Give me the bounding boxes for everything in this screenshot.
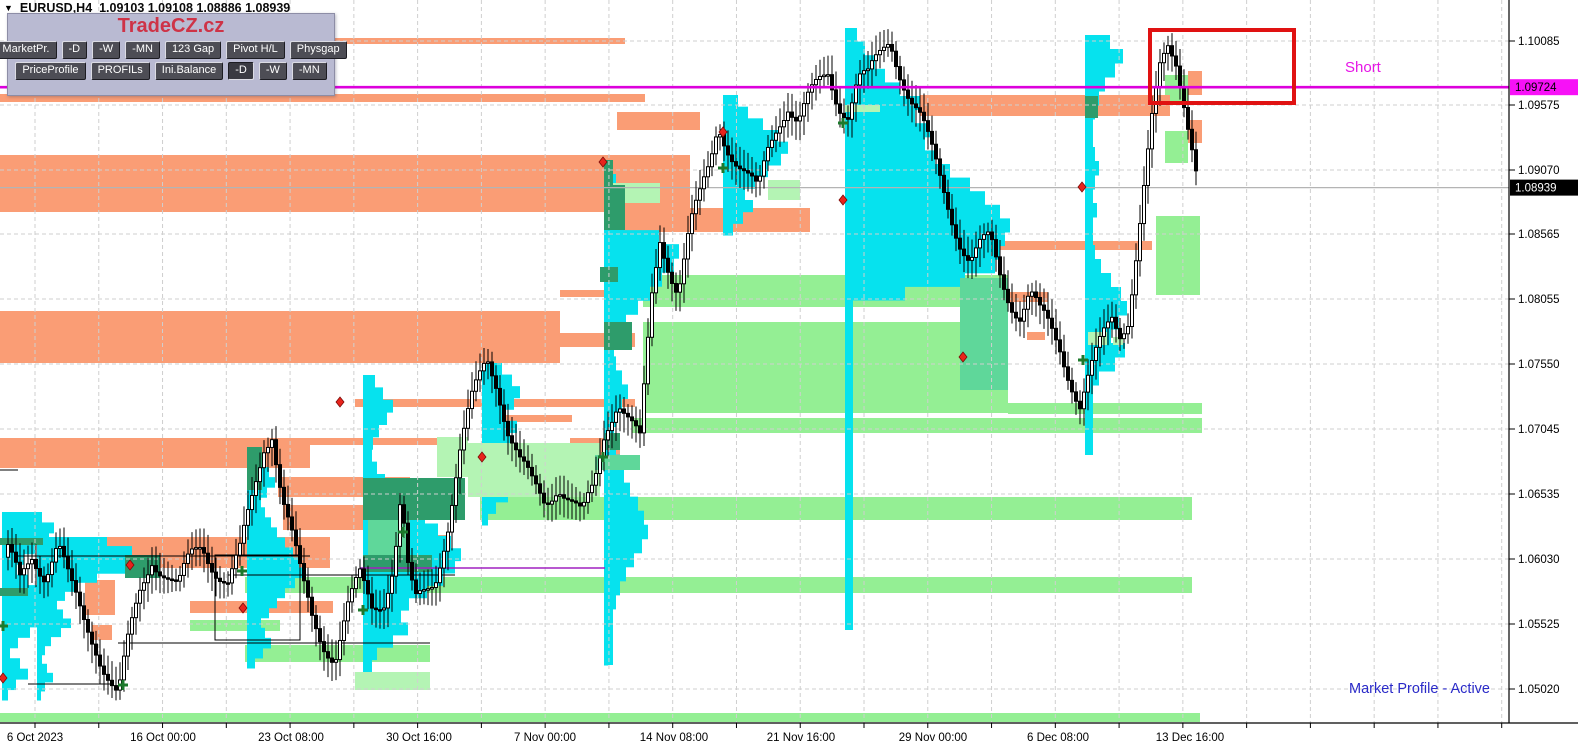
- toolbar-button--w[interactable]: -W: [92, 41, 121, 59]
- price-tick-label: 1.05525: [1518, 619, 1560, 631]
- highlight-rectangle[interactable]: [1148, 28, 1296, 105]
- toolbar-row-2: PriceProfile PROFILs Ini.Balance -D -W -MN: [8, 62, 334, 80]
- time-tick-label: 21 Nov 16:00: [767, 732, 835, 744]
- price-tick-label: 1.05020: [1518, 684, 1560, 696]
- price-tick-label: 1.06030: [1518, 554, 1560, 566]
- price-axis: 1.10085 1.09575 1.09070 1.08565 1.08055 1.075…: [1508, 0, 1578, 723]
- indicator-toolbar-panel: TradeCZ.cz MarketPr. -D -W -MN 123 Gap Pivot …: [0, 13, 347, 96]
- toolbar-button-profils[interactable]: PROFILs: [90, 62, 150, 80]
- level-lines-layer: [0, 469, 605, 685]
- candles-layer: [6, 29, 1198, 701]
- time-axis: 6 Oct 2023 16 Oct 00:00 23 Oct 08:00 30 Oct…: [0, 722, 1578, 744]
- time-tick-label: 30 Oct 16:00: [386, 732, 452, 744]
- chevron-down-icon[interactable]: ▼: [4, 3, 13, 13]
- price-tick-label: 1.07045: [1518, 424, 1560, 436]
- toolbar-button-priceprofile[interactable]: PriceProfile: [15, 62, 86, 80]
- toolbar-button--mn[interactable]: -MN: [125, 41, 160, 59]
- toolbar-button--d[interactable]: -D: [228, 62, 254, 80]
- toolbar-button-physgap[interactable]: Physgap: [289, 41, 347, 59]
- price-tick-label: 1.08055: [1518, 294, 1560, 306]
- time-tick-label: 14 Nov 08:00: [640, 732, 708, 744]
- toolbar-button--mn[interactable]: -MN: [291, 62, 327, 80]
- toolbar-button-marketpr-[interactable]: MarketPr.: [0, 41, 57, 59]
- symbol-ohlc-title: EURUSD,H4 1.09103 1.09108 1.08886 1.0893…: [19, 1, 291, 15]
- price-tick-label: 1.09070: [1518, 165, 1560, 177]
- toolbar-row-1: MarketPr. -D -W -MN 123 Gap Pivot H/L Physgap: [0, 41, 347, 59]
- price-tick-label: 1.06535: [1518, 489, 1560, 501]
- time-tick-label: 6 Oct 2023: [7, 732, 63, 744]
- price-tick-label: 1.08565: [1518, 229, 1560, 241]
- time-tick-label: 6 Dec 08:00: [1027, 732, 1089, 744]
- market-profile-status-label: Market Profile - Active: [1348, 681, 1490, 697]
- time-tick-label: 7 Nov 00:00: [514, 732, 576, 744]
- medium-green-zones-layer: [368, 278, 1008, 558]
- gap-markers-layer: [0, 118, 1088, 690]
- time-tick-label: 23 Oct 08:00: [258, 732, 324, 744]
- short-level-price-label: 1.09724: [1515, 82, 1557, 94]
- toolbar-button--w[interactable]: -W: [258, 62, 287, 80]
- toolbar-button-ini-balance[interactable]: Ini.Balance: [154, 62, 224, 80]
- toolbar-button--d[interactable]: -D: [61, 41, 88, 59]
- price-tick-label: 1.10085: [1518, 36, 1560, 48]
- time-tick-label: 29 Nov 00:00: [899, 732, 967, 744]
- chart-title-bar: ▼ EURUSD,H4 1.09103 1.09108 1.08886 1.08…: [4, 1, 290, 15]
- toolbar-button-pivot-h-l[interactable]: Pivot H/L: [226, 41, 285, 59]
- current-price-label: 1.08939: [1515, 183, 1557, 195]
- brand-logo-text: TradeCZ.cz: [117, 15, 225, 37]
- price-tick-label: 1.07550: [1518, 359, 1560, 371]
- time-tick-label: 16 Oct 00:00: [130, 732, 196, 744]
- short-annotation-label: Short: [1345, 59, 1381, 76]
- toolbar-button-123-gap[interactable]: 123 Gap: [164, 41, 222, 59]
- price-tick-label: 1.09575: [1518, 100, 1560, 112]
- time-tick-label: 13 Dec 16:00: [1156, 732, 1224, 744]
